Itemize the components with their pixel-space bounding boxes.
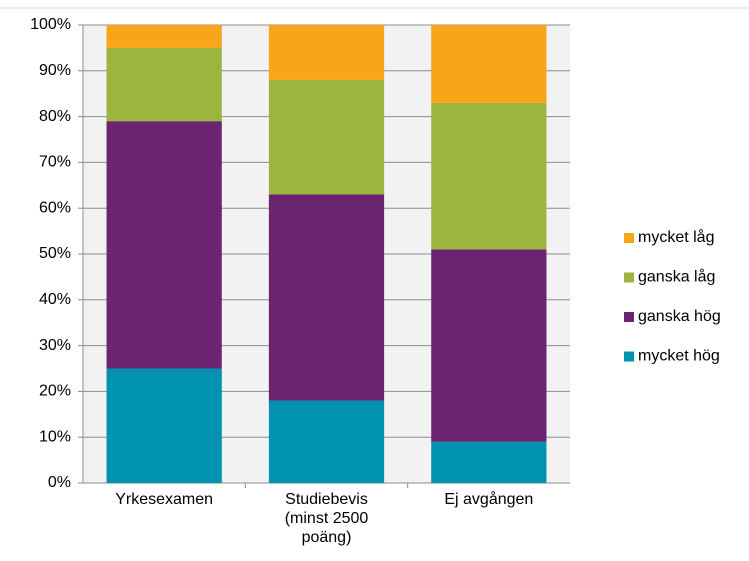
y-tick-label: 40% (39, 291, 71, 308)
x-tick-label: Yrkesexamen (115, 491, 214, 508)
y-tick-label: 0% (48, 474, 71, 491)
bar-segment (268, 400, 385, 483)
bar-segment (268, 25, 385, 80)
legend-label: ganska hög (638, 308, 721, 325)
y-tick-label: 20% (39, 383, 71, 400)
bar-segment (268, 79, 385, 195)
x-tick-label: Studiebevis (minst 2500 poäng) (284, 491, 369, 546)
bar-segment (431, 441, 547, 483)
y-tick-label: 60% (39, 199, 71, 216)
bar-segment (106, 47, 222, 122)
bar-segment (431, 249, 547, 442)
bar-segment (106, 368, 222, 483)
y-tick-label: 90% (39, 62, 71, 79)
legend-swatch (624, 233, 634, 243)
y-tick-label: 50% (39, 245, 71, 262)
bar-segment (268, 194, 385, 401)
legend-swatch (624, 312, 634, 322)
y-tick-label: 70% (39, 154, 71, 171)
legend-label: mycket låg (638, 228, 714, 246)
y-tick-label: 30% (39, 337, 71, 354)
y-tick-label: 10% (39, 428, 71, 445)
x-tick-label: Ej avgången (444, 491, 534, 508)
legend-label: ganska låg (638, 268, 715, 286)
legend-swatch (624, 351, 634, 362)
bar-segment (106, 121, 222, 369)
bar-segment (431, 25, 547, 103)
legend-label: mycket hög (638, 348, 720, 365)
bar-segment (431, 102, 547, 250)
y-tick-label: 80% (39, 108, 71, 125)
legend-swatch (624, 272, 634, 283)
y-tick-label: 100% (30, 16, 71, 33)
bar-segment (106, 25, 222, 48)
